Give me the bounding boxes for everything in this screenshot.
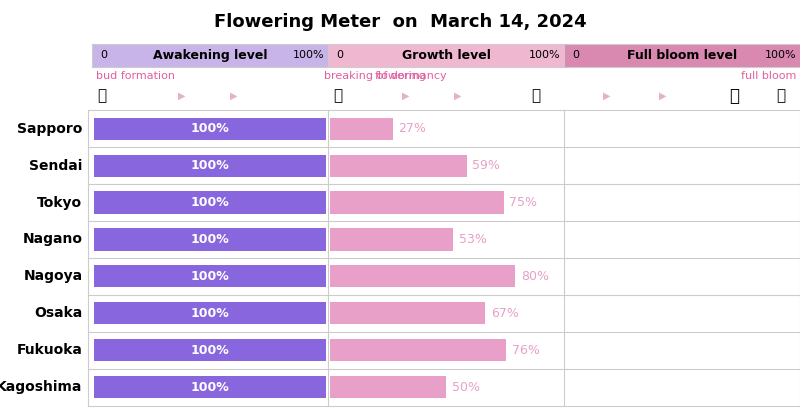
Text: 0: 0 [572,50,579,60]
Text: 0: 0 [336,50,343,60]
Text: 100%: 100% [765,50,797,60]
Bar [92,44,328,67]
Text: 75%: 75% [510,196,538,209]
Bar [564,44,800,67]
Bar [330,265,515,287]
Text: breaking of dormancy: breaking of dormancy [324,71,446,81]
Text: Awakening level: Awakening level [153,49,267,62]
Text: 100%: 100% [293,50,325,60]
Text: 50%: 50% [451,381,480,394]
Text: ▶: ▶ [178,91,186,101]
Bar [94,302,326,324]
Bar [330,191,504,214]
Text: 🌸: 🌸 [729,87,739,105]
Text: ▶: ▶ [402,91,410,101]
Bar [94,339,326,361]
Text: 🌸: 🌸 [777,88,786,103]
Text: 100%: 100% [529,50,561,60]
Bar [94,118,326,140]
Text: Growth level: Growth level [402,49,490,62]
Text: 100%: 100% [190,122,230,135]
Bar [328,44,564,67]
Text: 27%: 27% [398,122,426,135]
Text: 🌿: 🌿 [333,88,342,103]
Bar [94,155,326,177]
Bar [330,376,446,398]
Text: 76%: 76% [512,344,539,357]
Bar [330,302,486,324]
Text: 100%: 100% [190,196,230,209]
Text: 67%: 67% [491,307,518,320]
Text: 59%: 59% [473,159,500,172]
Text: Fukuoka: Fukuoka [17,343,82,357]
Text: Kagoshima: Kagoshima [0,380,82,394]
Text: Full bloom level: Full bloom level [627,49,737,62]
Text: 100%: 100% [190,307,230,320]
Text: Sendai: Sendai [29,158,82,173]
Text: 100%: 100% [190,381,230,394]
Bar [330,228,453,250]
Text: ▶: ▶ [230,91,238,101]
Text: Osaka: Osaka [34,306,82,320]
Text: Tokyo: Tokyo [38,196,82,210]
Text: full bloom: full bloom [741,71,796,81]
Text: 🌸: 🌸 [531,88,540,103]
Text: bud formation: bud formation [96,71,175,81]
Text: ▶: ▶ [454,91,462,101]
Text: 100%: 100% [190,159,230,172]
Bar [330,118,393,140]
Bar [94,265,326,287]
Bar [94,228,326,250]
Bar [330,155,467,177]
Text: Nagoya: Nagoya [23,270,82,283]
Text: 100%: 100% [190,233,230,246]
Bar [94,191,326,214]
Text: 100%: 100% [190,270,230,283]
Text: ▶: ▶ [602,91,610,101]
Bar [330,339,506,361]
Text: 100%: 100% [190,344,230,357]
Bar [94,376,326,398]
Text: 80%: 80% [521,270,549,283]
Text: 🌿: 🌿 [97,88,106,103]
Text: flowering: flowering [375,71,427,81]
Text: Nagano: Nagano [22,233,82,246]
Text: 53%: 53% [458,233,486,246]
Text: ▶: ▶ [659,91,667,101]
Text: Sapporo: Sapporo [17,122,82,136]
Text: 0: 0 [100,50,107,60]
Text: Flowering Meter  on  March 14, 2024: Flowering Meter on March 14, 2024 [214,13,586,31]
